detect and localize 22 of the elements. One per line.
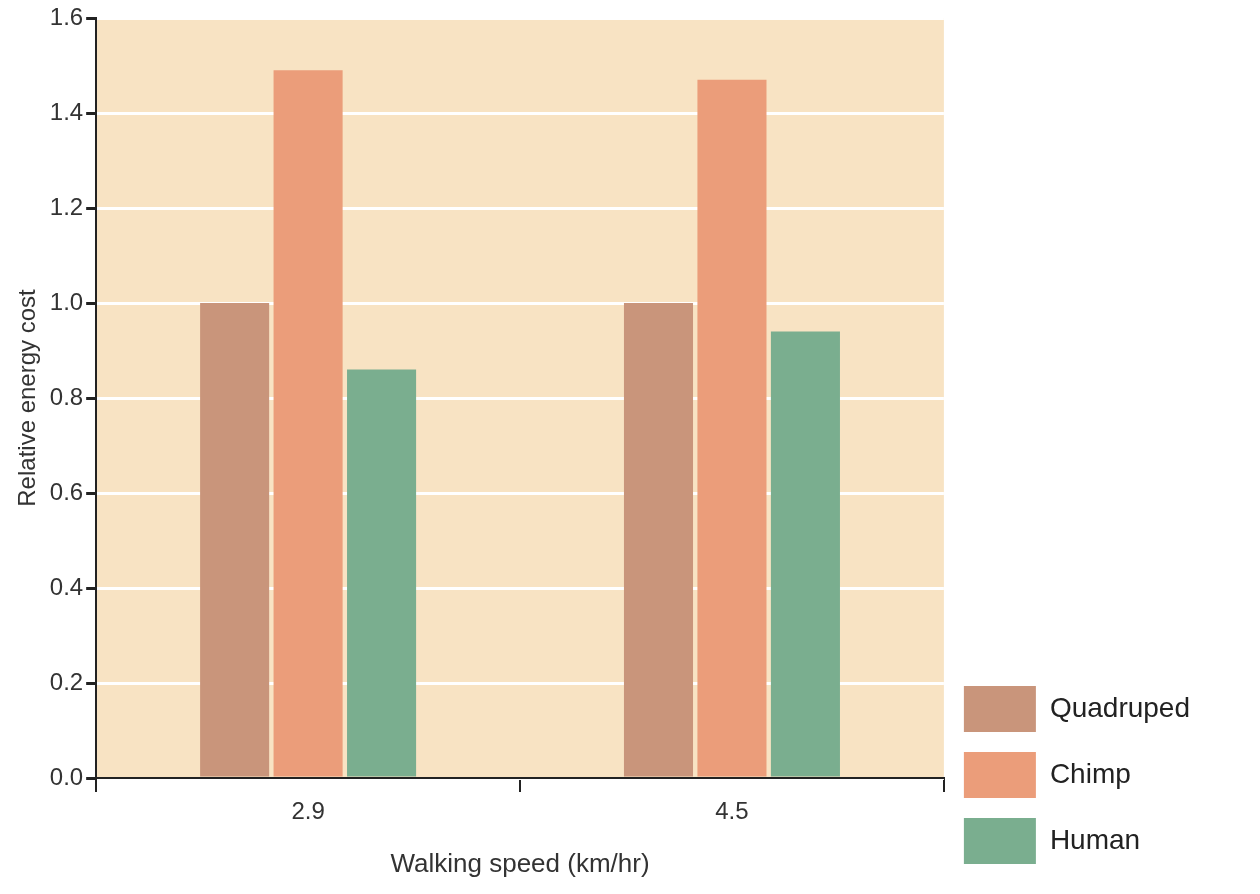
legend-label: Chimp	[1049, 757, 1131, 789]
y-tick-label: 0.4	[49, 572, 84, 600]
y-tick-label: 0.2	[49, 667, 84, 695]
x-axis-title: Walking speed (km/hr)	[390, 847, 650, 878]
y-tick-label: 1.2	[49, 192, 84, 220]
legend-label: Quadruped	[1049, 691, 1190, 723]
bar	[623, 303, 694, 777]
bar	[697, 79, 767, 777]
bar	[347, 369, 417, 777]
bar	[200, 303, 270, 777]
y-tick-label: 1.4	[49, 97, 84, 125]
y-tick-label: 0.6	[49, 477, 84, 505]
y-tick-label: 1.6	[49, 2, 84, 30]
x-tick-label: 4.5	[715, 797, 749, 825]
y-tick-label: 0.8	[49, 382, 84, 410]
y-tick-label: 0.0	[49, 762, 84, 790]
y-axis-title: Relative energy cost	[13, 288, 41, 507]
bar	[273, 70, 343, 777]
legend-label: Human	[1049, 823, 1141, 855]
bar	[770, 331, 840, 777]
y-tick-label: 1.0	[49, 287, 84, 315]
x-tick-label: 2.9	[291, 797, 325, 825]
